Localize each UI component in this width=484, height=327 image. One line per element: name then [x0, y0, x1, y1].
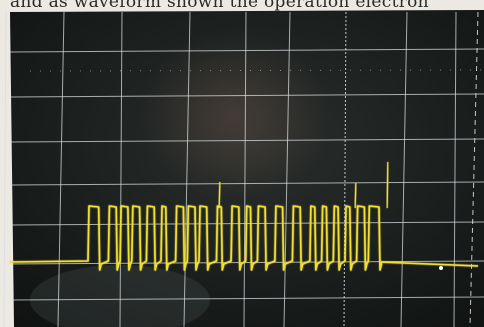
waveform-signal	[9, 205, 479, 271]
waveform-spike	[218, 181, 221, 209]
graticule-vertical-line	[243, 11, 247, 327]
graticule-horizontal-line	[9, 48, 484, 53]
graticule-horizontal-line	[9, 260, 484, 265]
screen-reflection	[140, 30, 330, 200]
graticule-vertical-line	[453, 11, 457, 327]
graticule-horizontal-line	[9, 181, 484, 186]
graticule-center-vertical	[343, 11, 347, 327]
graticule-vertical-line	[3, 11, 7, 327]
trigger-marker	[439, 266, 443, 270]
graticule	[3, 11, 484, 327]
waveform-spike	[354, 182, 357, 209]
caption-text: and as waveform shown the operation elec…	[10, 0, 429, 12]
waveform-spike	[386, 161, 389, 209]
graticule-horizontal-line	[9, 296, 484, 301]
graticule-horizontal-line	[9, 138, 484, 143]
graticule-vertical-line	[57, 11, 65, 327]
graticule-horizontal-line	[9, 93, 484, 98]
graticule-vertical-line	[400, 11, 408, 327]
graticule-vertical-line	[119, 11, 123, 327]
graticule-vertical-line	[283, 11, 291, 327]
graticule-vertical-line	[183, 11, 191, 327]
waveform-trace	[9, 161, 479, 271]
graticule-right-dashed	[469, 11, 479, 327]
